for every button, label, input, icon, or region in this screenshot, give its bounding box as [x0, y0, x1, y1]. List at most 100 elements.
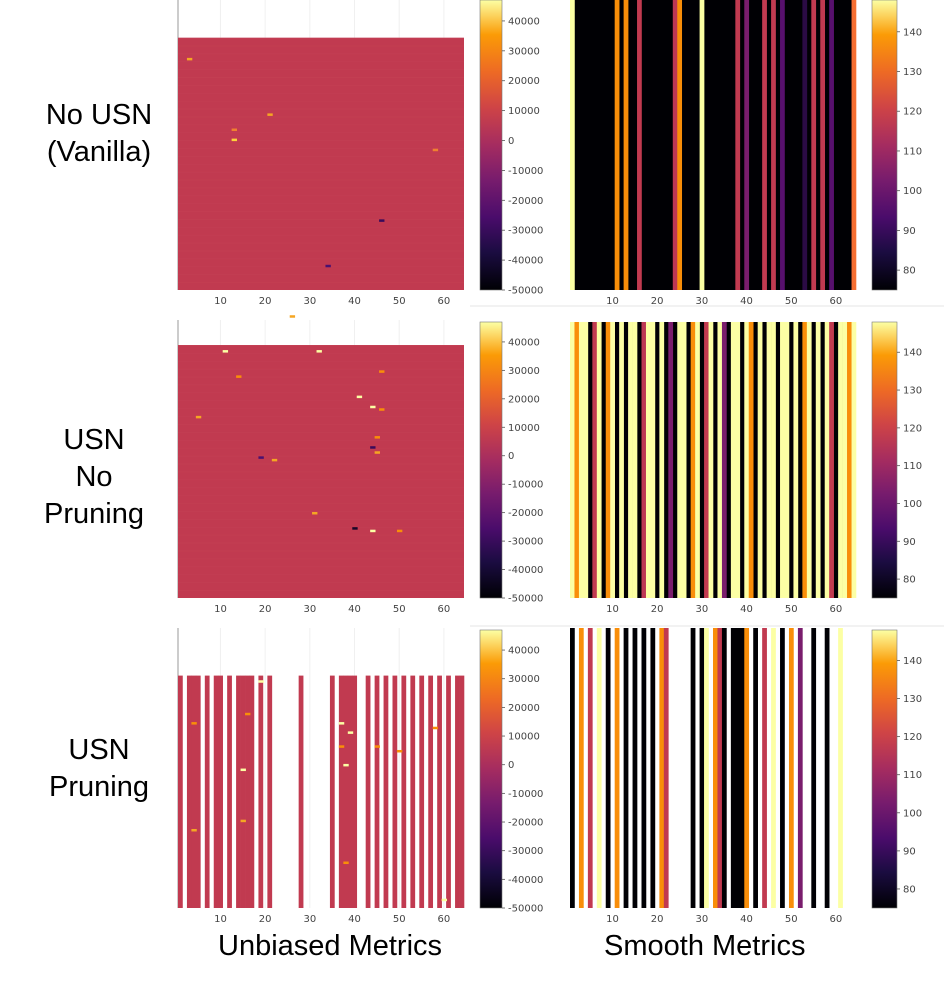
heatmap-column — [587, 628, 593, 908]
colorbar-tick-label: 140 — [903, 348, 922, 359]
colorbar — [480, 630, 502, 908]
heatmap-panel: 10 20 30 40 50 60 40000 30000 20000 10000 0 -10000 -… — [177, 320, 543, 615]
heatmap-column — [236, 675, 241, 908]
colorbar-tick-label: 130 — [903, 386, 922, 397]
colorbar-tick-label: 10000 — [508, 106, 540, 117]
colorbar-tick-label: -10000 — [508, 789, 543, 800]
heatmap-row — [178, 211, 464, 212]
x-tick-label: 10 — [214, 914, 227, 925]
colorbar — [480, 322, 502, 598]
x-tick-label: 20 — [259, 604, 272, 615]
heatmap-column — [659, 628, 665, 908]
heatmap-column — [730, 628, 736, 908]
heatmap-column — [672, 0, 678, 290]
heatmap-column — [677, 0, 683, 290]
heatmap-fill — [178, 345, 464, 598]
row-label-line: No — [75, 461, 113, 493]
colorbar-tick-label: -30000 — [508, 226, 543, 237]
heatmap-speckle — [191, 722, 197, 725]
heatmap-panel: 10 20 30 40 50 60 140 130 120 110 100 90 80 — [570, 321, 922, 615]
colorbar-tick-label: 100 — [903, 499, 922, 510]
colorbar-tick-label: 100 — [903, 186, 922, 197]
heatmap-panel: 10 20 30 40 50 60 40000 30000 20000 10000 0 -10000 -… — [177, 0, 543, 318]
x-tick-label: 10 — [606, 604, 619, 615]
heatmap-row — [178, 258, 464, 260]
heatmap-row — [178, 132, 464, 134]
heatmap-row — [178, 360, 464, 362]
heatmap-panel: 10 20 30 40 50 60 140 130 120 110 100 90 80 — [570, 0, 922, 307]
heatmap-row — [178, 100, 464, 102]
heatmap-row — [178, 590, 464, 591]
colorbar-tick-label: 110 — [903, 146, 922, 157]
heatmap-column — [744, 0, 750, 290]
x-tick-label: 30 — [695, 604, 708, 615]
heatmap-speckle — [258, 456, 264, 459]
heatmap-column — [401, 675, 407, 908]
heatmap-column — [619, 322, 624, 598]
heatmap-column — [178, 675, 183, 908]
heatmap-column — [739, 628, 745, 908]
heatmap-column — [762, 628, 767, 908]
colorbar-tick-label: 90 — [903, 846, 916, 857]
heatmap-column — [347, 675, 353, 908]
heatmap-column — [641, 322, 647, 598]
heatmap-column — [614, 0, 620, 290]
heatmap-speckle — [432, 726, 439, 730]
heatmap-column — [437, 675, 442, 908]
colorbar-tick-label: 100 — [903, 808, 922, 819]
heatmap-column — [748, 322, 754, 598]
x-tick-label: 40 — [348, 296, 361, 307]
heatmap-column — [258, 675, 264, 908]
colorbar — [480, 0, 502, 290]
heatmap-speckle — [374, 436, 380, 439]
x-tick-label: 40 — [348, 914, 361, 925]
heatmap-speckle — [379, 370, 385, 373]
x-tick-label: 40 — [348, 604, 361, 615]
x-tick-label: 40 — [740, 296, 753, 307]
heatmap-row — [178, 416, 464, 417]
heatmap-column — [663, 628, 669, 908]
heatmap-column — [851, 0, 857, 290]
heatmap-column — [392, 675, 398, 908]
heatmap-column — [213, 675, 219, 908]
colorbar-tick-label: 130 — [903, 67, 922, 78]
heatmap-column — [744, 322, 750, 598]
heatmap-column — [374, 675, 380, 908]
heatmap-column — [699, 628, 705, 908]
row-label-line: Pruning — [44, 498, 144, 530]
x-tick-label: 60 — [438, 296, 451, 307]
heatmap-column — [204, 675, 210, 908]
heatmap-column — [851, 322, 857, 598]
heatmap-column — [191, 675, 197, 908]
heatmap-row — [178, 431, 464, 433]
x-tick-label: 20 — [259, 296, 272, 307]
heatmap-speckle — [343, 763, 349, 767]
heatmap-column — [695, 322, 700, 598]
heatmap-column — [824, 628, 830, 908]
heatmap-speckle — [245, 712, 251, 716]
row-label-line: USN — [68, 734, 130, 766]
heatmap-row — [178, 455, 464, 457]
colorbar-tick-label: 110 — [903, 770, 922, 781]
heatmap-column — [820, 0, 826, 290]
heatmap-column — [780, 322, 785, 598]
heatmap-column — [721, 628, 727, 908]
heatmap-column — [717, 322, 723, 598]
heatmap-column — [365, 675, 371, 908]
colorbar-tick-label: 40000 — [508, 646, 540, 657]
heatmap-column — [771, 322, 776, 598]
x-tick-label: 40 — [740, 604, 753, 615]
heatmap-row — [178, 368, 464, 370]
colorbar-border — [479, 0, 503, 291]
heatmap-speckle — [370, 405, 376, 409]
heatmap-column — [784, 322, 790, 598]
heatmap-speckle — [432, 148, 439, 152]
heatmap-column — [614, 628, 620, 908]
heatmap-column — [218, 675, 223, 908]
heatmap-column — [793, 322, 799, 598]
heatmap-speckle — [374, 745, 380, 748]
heatmap-speckle — [195, 415, 202, 419]
heatmap-column — [735, 0, 741, 290]
heatmap-row — [178, 526, 464, 528]
